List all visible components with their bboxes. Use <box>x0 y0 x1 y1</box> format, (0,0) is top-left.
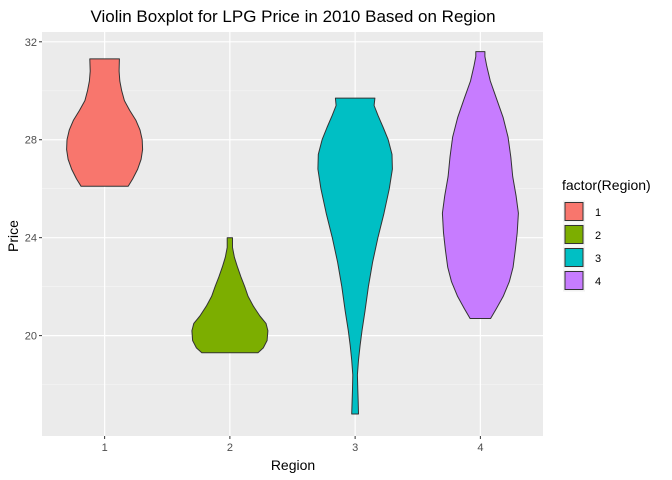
y-tick-label: 24 <box>25 233 37 245</box>
y-axis: 20 24 28 32 <box>25 37 42 343</box>
violin-region-2 <box>191 237 269 354</box>
legend-label: 4 <box>595 276 601 288</box>
legend-swatch-4 <box>564 271 584 290</box>
y-tick-label: 32 <box>25 37 37 49</box>
legend-swatch-1 <box>564 202 584 221</box>
legend-swatch-2 <box>564 225 584 244</box>
x-tick-label: 2 <box>227 442 233 454</box>
violins <box>66 51 519 415</box>
legend: factor(Region) 1 2 3 4 <box>562 177 651 292</box>
legend-label: 1 <box>595 207 601 219</box>
chart-title: Violin Boxplot for LPG Price in 2010 Bas… <box>90 7 495 26</box>
legend-swatch-3 <box>564 248 584 267</box>
x-tick-label: 4 <box>477 442 483 454</box>
y-axis-title: Price <box>5 220 21 252</box>
violin-region-3 <box>317 97 393 415</box>
legend-label: 2 <box>595 230 601 242</box>
x-tick-label: 1 <box>102 442 108 454</box>
x-axis-title: Region <box>271 457 315 473</box>
violin-region-1 <box>66 58 144 187</box>
y-tick-label: 28 <box>25 135 37 147</box>
x-tick-label: 3 <box>352 442 358 454</box>
y-tick-label: 20 <box>25 331 37 343</box>
legend-label: 3 <box>595 253 601 265</box>
legend-title: factor(Region) <box>562 177 651 193</box>
violin-region-4 <box>441 51 519 319</box>
x-axis: 1 2 3 4 <box>102 436 483 454</box>
